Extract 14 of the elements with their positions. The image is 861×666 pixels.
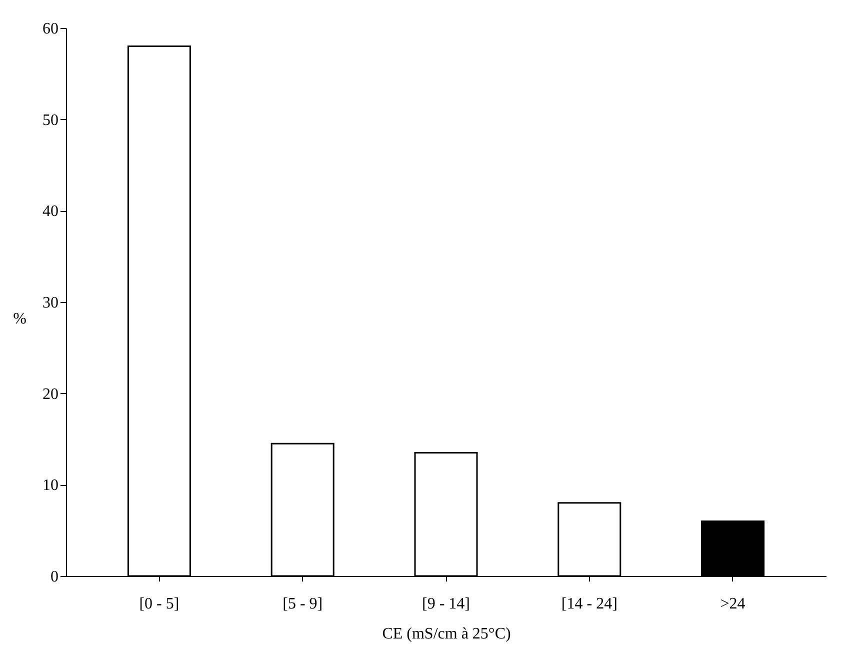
x-tick-label: [14 - 24] [561,596,618,612]
x-tick-label: >24 [720,596,746,612]
y-tick-label: 50 [42,112,58,129]
y-tick-label: 60 [42,20,58,38]
x-tick-label: [0 - 5] [139,596,180,612]
x-axis-title: CE (mS/cm à 25°C) [382,626,511,642]
y-axis-title: % [13,310,26,328]
y-tick-label: 40 [42,203,58,220]
y-tick-label: 10 [42,477,58,494]
y-tick-label: 30 [42,294,58,312]
y-tick-label: 0 [50,568,58,586]
x-tick-label: [9 - 14] [422,596,470,612]
y-tick-label: 20 [42,386,58,403]
x-tick-label: [5 - 9] [282,596,323,612]
